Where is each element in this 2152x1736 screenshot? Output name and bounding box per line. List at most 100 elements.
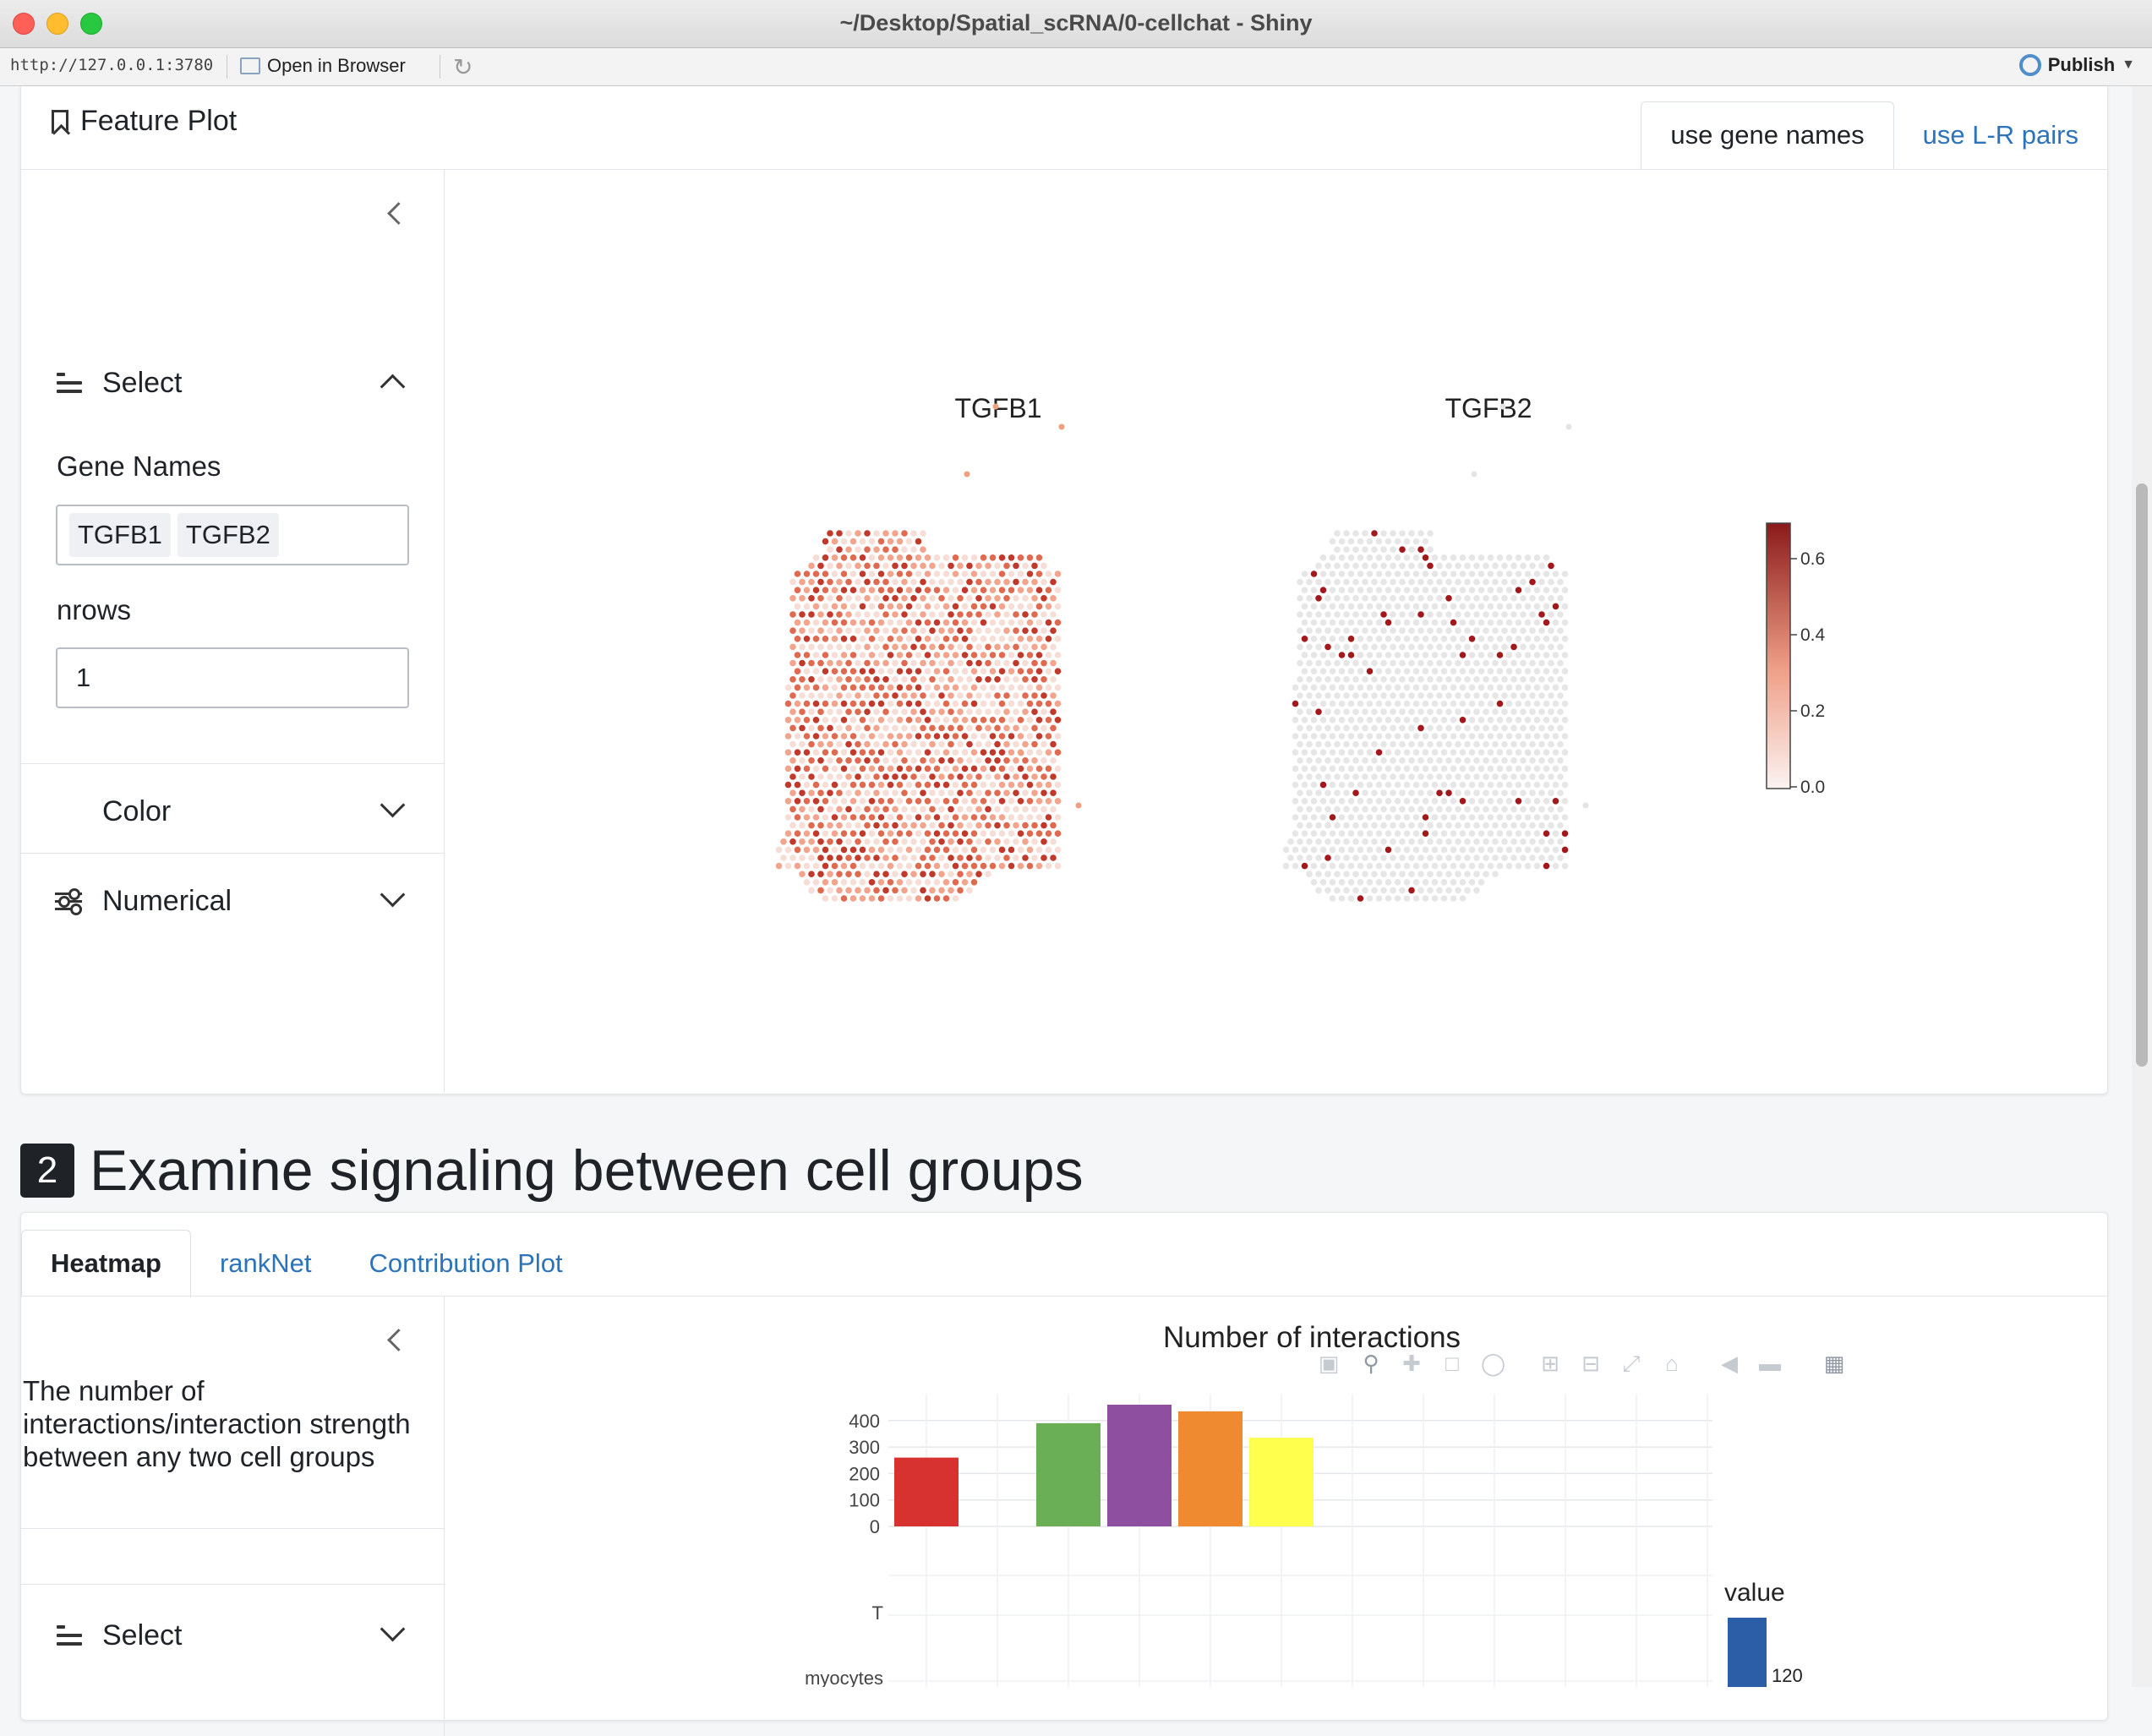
color-accordion-header[interactable]: Color — [55, 789, 410, 833]
page-scrollbar[interactable] — [2132, 86, 2152, 1687]
tab-use-lr-pairs[interactable]: use L-R pairs — [1922, 120, 2078, 150]
tissue-spot — [1347, 636, 1355, 642]
tissue-spot — [1375, 781, 1383, 789]
tissue-spot — [1403, 781, 1411, 789]
tissue-spot — [1334, 659, 1341, 667]
tissue-spot — [952, 587, 959, 593]
tissue-spot — [859, 830, 866, 837]
tissue-spot — [1362, 789, 1368, 796]
y-tick-label: 200 — [849, 1463, 880, 1484]
tissue-spot — [1362, 530, 1368, 537]
gene-chip[interactable]: TGFB1 — [69, 513, 171, 557]
maximize-window-button[interactable] — [80, 13, 102, 35]
tissue-spot — [1440, 781, 1448, 789]
nrows-input[interactable]: 1 — [56, 647, 409, 708]
tissue-spot — [1492, 611, 1499, 618]
tissue-spot — [1026, 814, 1034, 821]
zoom-out-icon[interactable]: ⊟ — [1581, 1351, 1600, 1376]
tissue-spot — [994, 822, 1001, 829]
collapse-sidebar-icon[interactable] — [387, 202, 410, 225]
tissue-spot — [1371, 562, 1378, 570]
gene-names-input[interactable]: TGFB1 TGFB2 — [56, 505, 409, 565]
tissue-spot — [1338, 684, 1346, 691]
gene-chip[interactable]: TGFB2 — [177, 513, 279, 557]
tissue-spot — [1306, 659, 1313, 667]
tissue-spot — [1325, 611, 1331, 618]
zoom-in-icon[interactable]: ⊞ — [1541, 1351, 1559, 1376]
tissue-spot — [1315, 595, 1322, 602]
open-in-browser-button[interactable]: Open in Browser — [240, 55, 406, 77]
tissue-spot — [1315, 854, 1322, 861]
tissue-spot — [873, 676, 880, 683]
plotly-logo-icon[interactable]: ▦ — [1823, 1351, 1845, 1376]
tissue-spot — [1050, 724, 1057, 732]
numerical-accordion-header[interactable]: Numerical — [55, 879, 410, 923]
tissue-spot — [873, 708, 880, 715]
autoscale-icon[interactable]: ⤢ — [1622, 1351, 1641, 1376]
tissue-spot — [1347, 895, 1355, 902]
tissue-spot — [1352, 611, 1359, 618]
tissue-spot — [1343, 595, 1350, 602]
minimize-window-button[interactable] — [46, 13, 68, 35]
tissue-spot — [864, 789, 871, 796]
zoom-icon[interactable]: ⚲ — [1363, 1351, 1379, 1376]
close-window-button[interactable] — [13, 13, 35, 35]
tissue-spot — [817, 627, 824, 634]
tissue-spot — [1450, 781, 1457, 789]
tissue-spot — [1045, 798, 1052, 805]
tissue-spot — [1343, 789, 1350, 796]
tissue-spot — [1427, 692, 1434, 699]
tissue-spot — [1496, 765, 1504, 772]
tissue-spot — [1450, 846, 1457, 854]
tissue-spot — [1501, 724, 1508, 732]
publish-button[interactable]: Publish ▼ — [2018, 54, 2135, 76]
tissue-spot — [1445, 595, 1452, 602]
tissue-spot — [1520, 773, 1527, 780]
select-accordion-header[interactable]: Select — [55, 1613, 410, 1657]
refresh-icon[interactable]: ↻ — [453, 54, 473, 80]
tissue-spot — [929, 740, 936, 748]
tissue-spot — [896, 570, 904, 577]
tab-contribution-plot[interactable]: Contribution Plot — [369, 1248, 563, 1278]
tissue-spot — [1459, 862, 1467, 870]
tab-use-gene-names[interactable]: use gene names — [1641, 101, 1894, 169]
tissue-spot — [901, 562, 908, 570]
tissue-spot — [1026, 570, 1034, 577]
tab-heatmap[interactable]: Heatmap — [21, 1230, 191, 1297]
collapse-sidebar-icon[interactable] — [387, 1329, 410, 1351]
tissue-spot — [1366, 619, 1374, 626]
tissue-spot — [1003, 627, 1010, 634]
tissue-spot — [948, 643, 954, 651]
hover-closest-icon[interactable]: ◀ — [1721, 1351, 1738, 1376]
tissue-spot — [1529, 708, 1536, 715]
hover-compare-icon[interactable]: ▬ — [1759, 1351, 1781, 1376]
tab-ranknet[interactable]: rankNet — [219, 1248, 312, 1278]
pan-icon[interactable]: ✚ — [1402, 1351, 1421, 1376]
bar[interactable] — [1036, 1422, 1101, 1526]
tissue-spot — [882, 805, 889, 813]
tissue-spot — [1487, 846, 1494, 854]
bar[interactable] — [1178, 1411, 1243, 1526]
tissue-spot — [933, 668, 941, 674]
tissue-spot — [1561, 570, 1569, 577]
camera-icon[interactable]: ▣ — [1318, 1351, 1340, 1376]
tissue-spot — [1492, 643, 1499, 651]
tissue-spot — [952, 717, 959, 723]
tissue-spot — [845, 611, 852, 618]
tissue-spot — [817, 740, 824, 748]
tissue-spot — [1487, 700, 1494, 707]
tissue-spot — [1040, 578, 1047, 586]
tissue-spot — [970, 814, 978, 821]
home-icon[interactable]: ⌂ — [1665, 1351, 1679, 1376]
select-accordion-header[interactable]: Select — [55, 361, 410, 405]
box-select-icon[interactable]: □ — [1445, 1351, 1459, 1376]
bar[interactable] — [894, 1457, 959, 1526]
tissue-spot — [920, 805, 926, 813]
tissue-spot — [873, 838, 880, 845]
scrollbar-thumb[interactable] — [2136, 483, 2148, 1067]
url-display[interactable]: http://127.0.0.1:3780 — [10, 56, 214, 74]
tissue-spot — [1431, 862, 1439, 870]
lasso-icon[interactable]: ◯ — [1481, 1351, 1506, 1376]
bar[interactable] — [1107, 1405, 1172, 1526]
bar[interactable] — [1249, 1438, 1314, 1526]
